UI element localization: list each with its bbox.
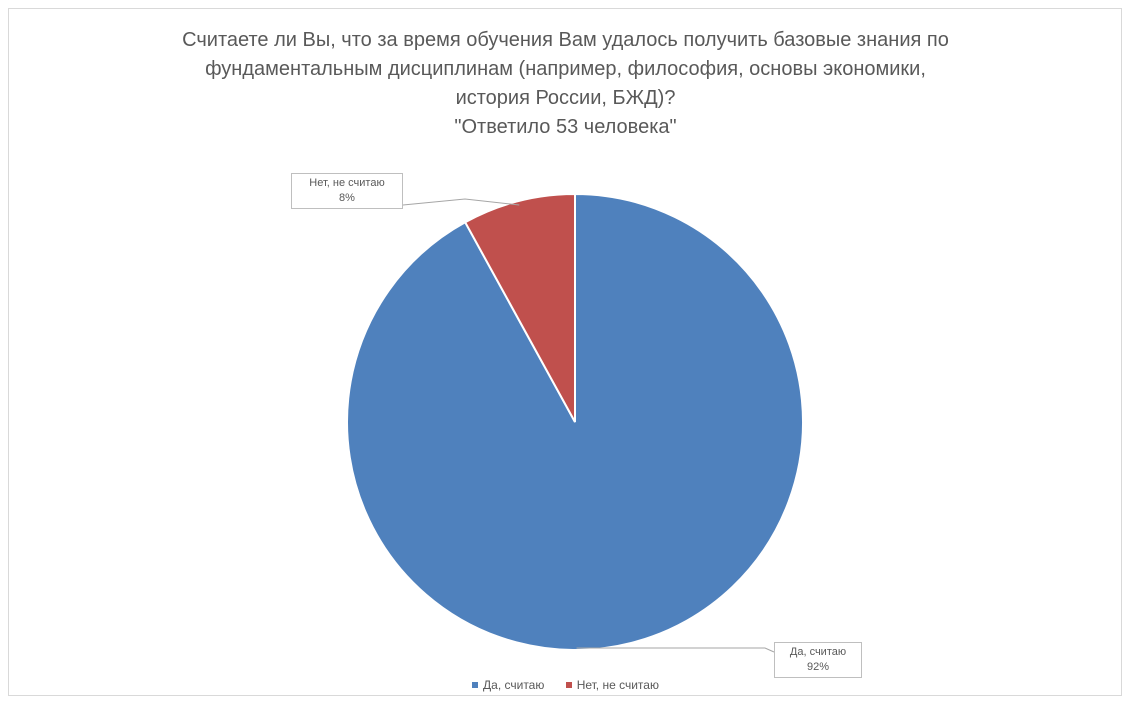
data-label-yes: Да, считаю 92% (774, 642, 862, 678)
chart-title-line-3: история России, БЖД)? (455, 87, 676, 109)
data-label-yes-category: Да, считаю (789, 646, 847, 658)
legend-item-no: Нет, не считаю (565, 678, 659, 692)
pie-slices (346, 192, 804, 651)
chart-title-line-2: фундаментальным дисциплинам (например, ф… (205, 58, 926, 80)
pie-slice-no (463, 192, 576, 423)
data-label-no-category: Нет, не считаю (309, 177, 385, 189)
legend-label-yes: Да, считаю (483, 678, 545, 692)
leader-lines (402, 198, 775, 653)
data-label-no: Нет, не считаю 8% (291, 173, 403, 209)
chart-title-line-4: "Ответило 53 человека" (454, 116, 677, 138)
leader-line-no (402, 198, 520, 206)
data-label-yes-value: 92% (806, 661, 830, 673)
legend-swatch-yes (472, 682, 479, 688)
chart-legend: Да, считаю Нет, не считаю (0, 677, 1131, 692)
chart-title-line-1: Считаете ли Вы, что за время обучения Ва… (182, 29, 949, 51)
legend-item-yes: Да, считаю (472, 678, 544, 692)
legend-label-no: Нет, не считаю (576, 678, 659, 692)
legend-swatch-no (565, 682, 572, 688)
leader-line-yes (576, 647, 775, 653)
data-label-no-value: 8% (339, 192, 355, 204)
chart-title: Считаете ли Вы, что за время обучения Ва… (0, 26, 1131, 142)
